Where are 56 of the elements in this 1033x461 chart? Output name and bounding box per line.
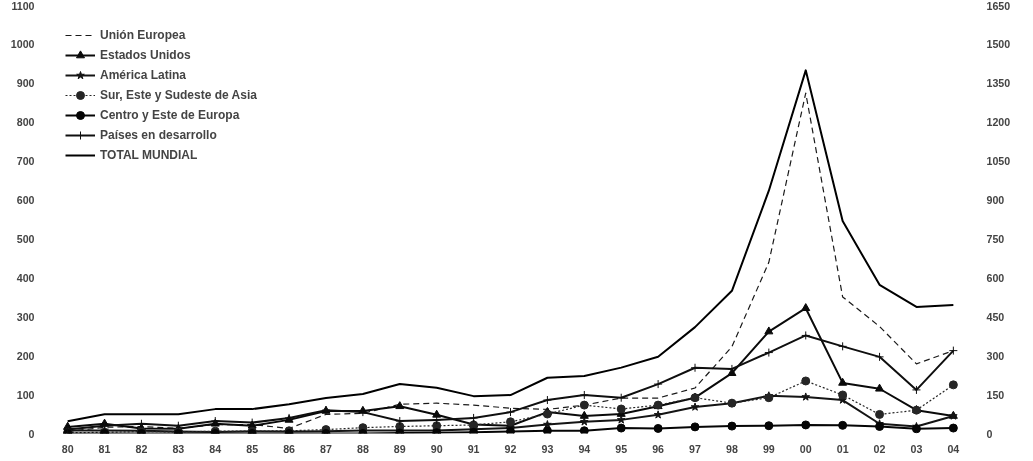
x-tick-label: 92 bbox=[504, 442, 517, 455]
y-tick-label: 1100 bbox=[11, 0, 35, 12]
y2-tick-label: 450 bbox=[986, 310, 1005, 323]
x-tick-label: 00 bbox=[799, 442, 812, 455]
y-tick-label: 1000 bbox=[10, 38, 35, 51]
x-tick-label: 90 bbox=[430, 442, 443, 455]
x-tick-label: 89 bbox=[393, 442, 406, 455]
x-tick-label: 85 bbox=[246, 442, 259, 455]
y2-tick-label: 750 bbox=[986, 232, 1005, 245]
x-tick-label: 81 bbox=[98, 442, 111, 455]
x-tick-label: 84 bbox=[209, 442, 222, 455]
legend-label: TOTAL MUNDIAL bbox=[100, 148, 198, 162]
y-tick-label: 600 bbox=[16, 194, 35, 207]
legend-label: Unión Europea bbox=[100, 28, 186, 42]
x-tick-label: 91 bbox=[467, 442, 480, 455]
x-tick-label: 96 bbox=[652, 442, 665, 455]
x-tick-label: 88 bbox=[356, 442, 369, 455]
y2-tick-label: 1350 bbox=[986, 77, 1011, 90]
y-tick-label: 200 bbox=[16, 349, 35, 362]
y-tick-label: 0 bbox=[28, 427, 35, 440]
y2-tick-label: 600 bbox=[986, 271, 1005, 284]
y-tick-label: 300 bbox=[16, 310, 35, 323]
y-tick-label: 800 bbox=[16, 116, 35, 129]
y2-tick-label: 0 bbox=[986, 427, 993, 440]
y-tick-label: 100 bbox=[16, 388, 35, 401]
x-tick-label: 97 bbox=[689, 442, 702, 455]
y-tick-label: 900 bbox=[16, 77, 35, 90]
x-tick-label: 99 bbox=[762, 442, 775, 455]
x-tick-label: 94 bbox=[578, 442, 591, 455]
x-tick-label: 04 bbox=[947, 442, 960, 455]
x-tick-label: 95 bbox=[615, 442, 628, 455]
legend-label: América Latina bbox=[100, 68, 187, 82]
x-tick-label: 02 bbox=[873, 442, 886, 455]
x-tick-label: 93 bbox=[541, 442, 554, 455]
y2-tick-label: 1650 bbox=[986, 0, 1011, 12]
x-tick-label: 82 bbox=[135, 442, 148, 455]
x-tick-label: 80 bbox=[61, 442, 74, 455]
legend-label: Países en desarrollo bbox=[100, 128, 217, 142]
y2-tick-label: 300 bbox=[986, 349, 1005, 362]
y-tick-label: 400 bbox=[16, 271, 35, 284]
x-tick-label: 87 bbox=[320, 442, 332, 455]
y-tick-label: 500 bbox=[16, 232, 35, 245]
y2-tick-label: 1050 bbox=[986, 155, 1011, 168]
x-tick-label: 01 bbox=[836, 442, 849, 455]
legend-label: Sur, Este y Sudeste de Asia bbox=[100, 88, 257, 102]
y2-tick-label: 1200 bbox=[986, 116, 1011, 129]
y2-tick-label: 900 bbox=[986, 194, 1005, 207]
y-tick-label: 700 bbox=[16, 155, 35, 168]
y2-tick-label: 1500 bbox=[986, 38, 1011, 51]
x-tick-label: 83 bbox=[172, 442, 185, 455]
x-tick-label: 86 bbox=[283, 442, 296, 455]
y2-tick-label: 150 bbox=[986, 388, 1005, 401]
x-tick-label: 98 bbox=[726, 442, 738, 455]
legend-label: Centro y Este de Europa bbox=[100, 108, 240, 122]
legend-label: Estados Unidos bbox=[100, 48, 191, 62]
x-tick-label: 03 bbox=[910, 442, 923, 455]
